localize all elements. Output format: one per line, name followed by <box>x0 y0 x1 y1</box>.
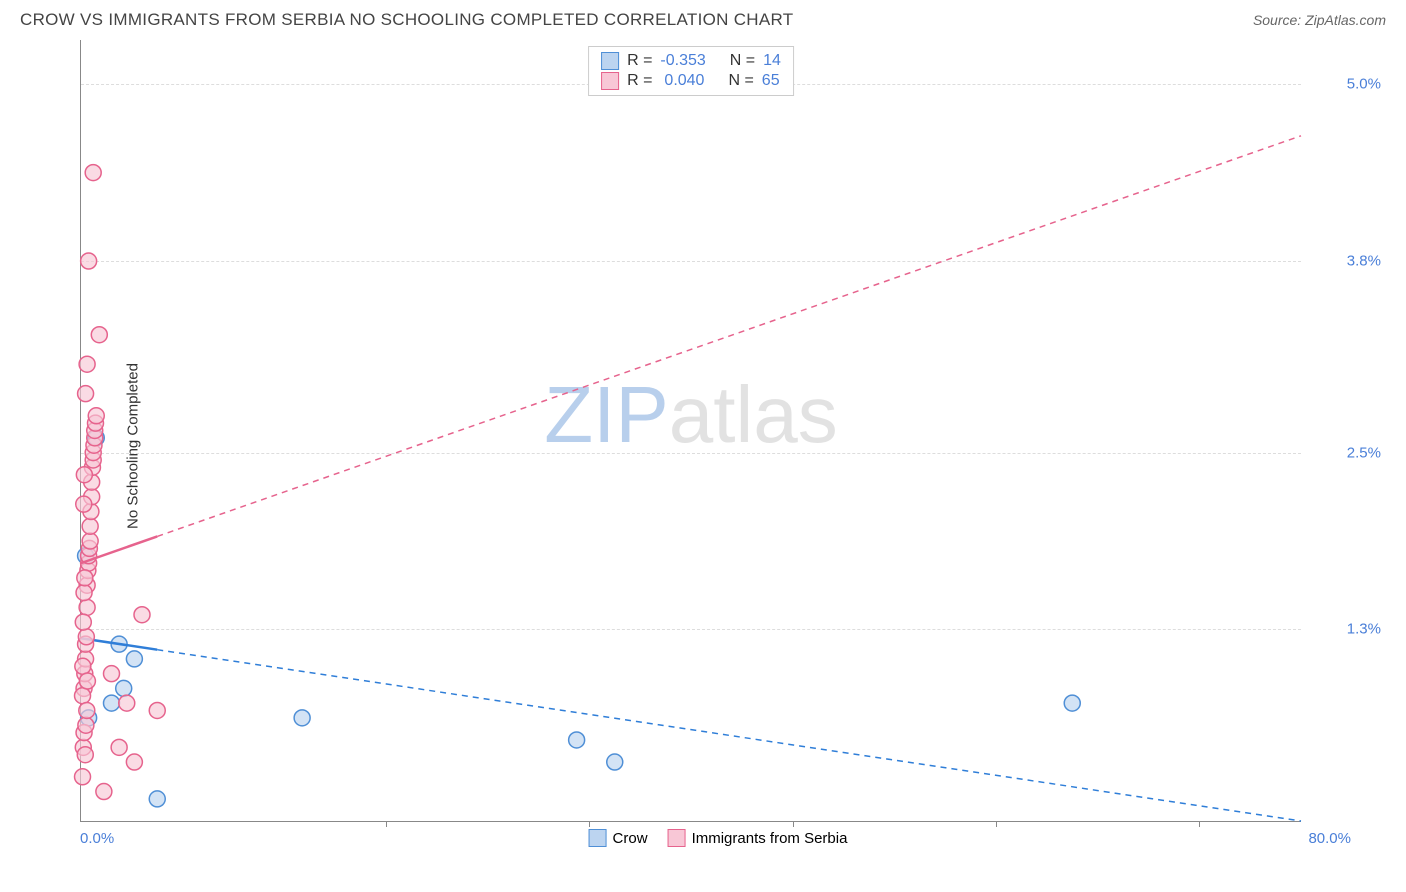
scatter-point <box>91 327 107 343</box>
scatter-point <box>569 732 585 748</box>
legend-stats-row-0: R = -0.353 N = 14 <box>601 51 781 71</box>
y-tick-label: 1.3% <box>1347 621 1381 638</box>
x-tick <box>1199 821 1200 827</box>
scatter-point <box>78 717 94 733</box>
scatter-point <box>75 688 91 704</box>
scatter-point <box>1064 695 1080 711</box>
legend-r-label: R = <box>627 72 652 90</box>
scatter-point <box>82 518 98 534</box>
legend-swatch-0 <box>601 52 619 70</box>
y-tick-label: 3.8% <box>1347 253 1381 270</box>
x-axis-min-label: 0.0% <box>80 830 114 847</box>
legend-swatch-1 <box>601 72 619 90</box>
scatter-point <box>104 666 120 682</box>
legend-series-label-0: Crow <box>613 830 648 847</box>
scatter-point <box>78 629 94 645</box>
scatter-point <box>75 614 91 630</box>
scatter-point <box>77 570 93 586</box>
x-tick <box>386 821 387 827</box>
chart-title: CROW VS IMMIGRANTS FROM SERBIA NO SCHOOL… <box>20 10 793 30</box>
chart-header: CROW VS IMMIGRANTS FROM SERBIA NO SCHOOL… <box>0 0 1406 34</box>
y-tick-label: 5.0% <box>1347 76 1381 93</box>
scatter-point <box>88 408 104 424</box>
legend-series-label-1: Immigrants from Serbia <box>692 830 848 847</box>
scatter-point <box>126 754 142 770</box>
legend-n-label: N = <box>730 52 755 70</box>
scatter-point <box>76 585 92 601</box>
scatter-point <box>79 599 95 615</box>
y-tick-label: 2.5% <box>1347 444 1381 461</box>
x-axis-max-label: 80.0% <box>1308 830 1351 847</box>
x-tick <box>793 821 794 827</box>
scatter-point <box>607 754 623 770</box>
scatter-point <box>79 702 95 718</box>
scatter-point <box>82 533 98 549</box>
plot-svg <box>81 40 1301 821</box>
scatter-point <box>79 356 95 372</box>
legend-r-label: R = <box>627 52 652 70</box>
scatter-point <box>294 710 310 726</box>
scatter-point <box>111 739 127 755</box>
scatter-point <box>126 651 142 667</box>
legend-series-item-0: Crow <box>589 829 648 847</box>
scatter-point <box>116 680 132 696</box>
chart-area: No Schooling Completed ZIPatlas R = -0.3… <box>50 40 1386 852</box>
scatter-point <box>81 253 97 269</box>
legend-series: Crow Immigrants from Serbia <box>589 829 848 847</box>
x-tick <box>589 821 590 827</box>
scatter-point <box>76 496 92 512</box>
scatter-point <box>119 695 135 711</box>
plot-region: ZIPatlas R = -0.353 N = 14 R = 0.040 N =… <box>80 40 1301 822</box>
legend-n-label: N = <box>728 72 753 90</box>
legend-series-swatch-0 <box>589 829 607 847</box>
legend-n-value-1: 65 <box>762 72 780 90</box>
scatter-point <box>75 769 91 785</box>
legend-stats-row-1: R = 0.040 N = 65 <box>601 71 781 91</box>
legend-n-value-0: 14 <box>763 52 781 70</box>
legend-r-value-1: 0.040 <box>660 72 704 90</box>
x-tick <box>996 821 997 827</box>
scatter-point <box>149 702 165 718</box>
chart-source: Source: ZipAtlas.com <box>1253 12 1386 28</box>
trend-line-dashed <box>157 650 1301 821</box>
legend-stats: R = -0.353 N = 14 R = 0.040 N = 65 <box>588 46 794 96</box>
legend-series-item-1: Immigrants from Serbia <box>668 829 848 847</box>
legend-series-swatch-1 <box>668 829 686 847</box>
scatter-point <box>78 386 94 402</box>
scatter-point <box>79 673 95 689</box>
scatter-point <box>149 791 165 807</box>
scatter-point <box>85 165 101 181</box>
scatter-point <box>75 658 91 674</box>
scatter-point <box>76 467 92 483</box>
scatter-point <box>104 695 120 711</box>
scatter-point <box>134 607 150 623</box>
scatter-point <box>77 747 93 763</box>
legend-r-value-0: -0.353 <box>660 52 705 70</box>
trend-line-dashed <box>157 136 1301 537</box>
scatter-point <box>96 784 112 800</box>
